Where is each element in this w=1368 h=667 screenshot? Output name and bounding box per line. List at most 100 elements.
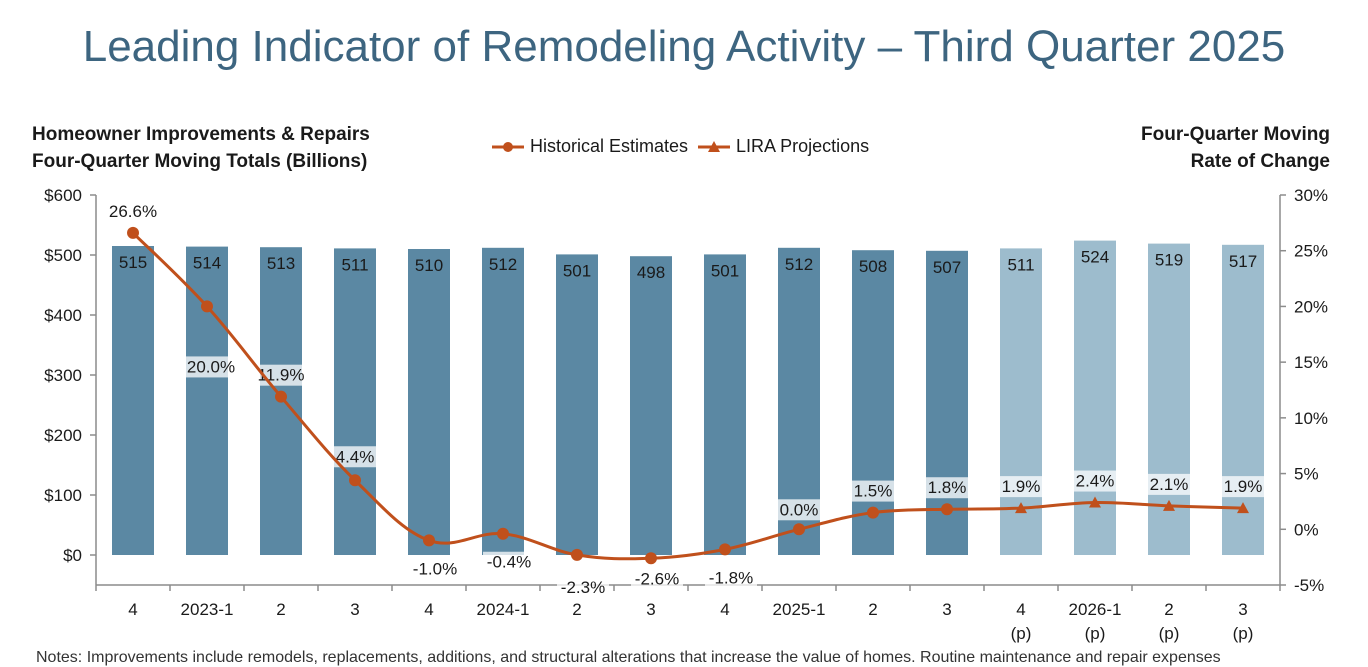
historical-data-label: 11.9% [258, 366, 305, 385]
bar-value-label: 501 [711, 261, 739, 280]
historical-point [497, 527, 509, 540]
right-tick-label: 5% [1294, 465, 1319, 484]
historical-data-label: -1.0% [413, 559, 457, 578]
x-tick-label: 2 [868, 600, 877, 619]
bar-value-label: 511 [341, 255, 368, 274]
historical-line [131, 231, 948, 561]
x-tick-label: 3 [350, 600, 359, 619]
bar-value-label: 512 [785, 255, 813, 274]
historical-point [793, 523, 805, 536]
right-tick-label: 15% [1294, 353, 1328, 372]
x-tick-label: 4 [720, 600, 729, 619]
bar [112, 246, 154, 555]
historical-data-label: 26.6% [109, 202, 157, 221]
historical-data-label: -0.4% [487, 553, 531, 572]
historical-point [201, 300, 213, 313]
legend-label-projections: LIRA Projections [736, 136, 870, 156]
historical-data-label-background [185, 356, 237, 378]
bar-value-label: 508 [859, 257, 887, 276]
x-tick-label: 2 [1164, 600, 1173, 619]
bar [1074, 240, 1116, 555]
historical-data-label-background [705, 567, 757, 589]
bar [704, 254, 746, 555]
historical-data-label: 0.0% [780, 500, 819, 519]
historical-point [423, 534, 435, 547]
legend-circle-marker-icon [492, 141, 524, 152]
bar-value-label: 512 [489, 255, 517, 274]
historical-data-label-background [925, 477, 969, 499]
projection-point [1015, 502, 1027, 514]
bar-value-label: 514 [193, 254, 221, 273]
x-tick-label: 2026-1 [1069, 600, 1122, 619]
x-tick-label: 2023-1 [181, 600, 234, 619]
bar [334, 248, 376, 555]
projection-data-label-background [1221, 476, 1265, 498]
historical-data-label: -2.6% [635, 569, 679, 588]
legend-label-historical: Historical Estimates [530, 136, 689, 156]
historical-point [349, 474, 361, 487]
bar [408, 249, 450, 555]
left-tick-label: $400 [44, 306, 82, 325]
historical-data-label: -2.3% [561, 578, 605, 597]
chart-title: Leading Indicator of Remodeling Activity… [82, 22, 1286, 71]
bar-value-label: 517 [1229, 252, 1257, 271]
x-tick-label: 2024-1 [477, 600, 530, 619]
historical-point [645, 552, 657, 565]
x-projection-marker: (p) [1159, 624, 1180, 643]
bar-value-label: 507 [933, 258, 961, 277]
bar-value-label: 513 [267, 254, 295, 273]
historical-data-label-background [631, 568, 683, 590]
historical-point [127, 226, 139, 239]
left-tick-label: $200 [44, 426, 82, 445]
historical-point [867, 506, 879, 519]
chart-notes: Notes: Improvements include remodels, re… [36, 649, 1221, 666]
right-tick-label: 0% [1294, 520, 1319, 539]
x-tick-label: 2 [276, 600, 285, 619]
right-axis-title-line1: Four-Quarter Moving [1141, 124, 1330, 145]
left-tick-label: $300 [44, 366, 82, 385]
bar [482, 247, 524, 556]
bar [852, 250, 894, 555]
historical-data-label: 1.5% [854, 482, 893, 501]
x-tick-label: 3 [1238, 600, 1247, 619]
historical-data-label-background [483, 551, 535, 573]
historical-point [571, 548, 583, 561]
left-axis-title: Homeowner Improvements & Repairs Four-Qu… [32, 121, 370, 175]
right-tick-label: 10% [1294, 409, 1328, 428]
historical-point [941, 503, 953, 516]
historical-data-label: 1.8% [928, 478, 967, 497]
x-projection-marker: (p) [1011, 624, 1032, 643]
historical-data-label: 20.0% [187, 357, 235, 376]
x-tick-label: 2 [572, 600, 581, 619]
projection-data-label: 2.1% [1150, 475, 1189, 494]
bar-value-label: 498 [637, 263, 665, 282]
projection-data-label: 2.4% [1076, 472, 1115, 491]
historical-point [275, 390, 287, 403]
right-axis-title: Four-Quarter Moving Rate of Change [1141, 121, 1330, 175]
bar-value-label: 519 [1155, 251, 1183, 270]
x-projection-marker: (p) [1233, 624, 1254, 643]
projection-data-label-background [999, 476, 1043, 498]
bar-value-label: 515 [119, 253, 147, 272]
projection-data-label-background [1073, 470, 1117, 492]
x-tick-label: 2025-1 [773, 600, 826, 619]
projection-point [1237, 502, 1249, 514]
left-axis-title-line1: Homeowner Improvements & Repairs [32, 124, 370, 145]
historical-data-label-background [777, 499, 821, 521]
historical-data-label-background [557, 576, 609, 598]
x-tick-label: 3 [942, 600, 951, 619]
left-tick-label: $0 [63, 546, 82, 565]
bar-value-label: 511 [1007, 255, 1034, 274]
right-axis-title-line2: Rate of Change [1190, 151, 1330, 172]
right-tick-label: -5% [1294, 576, 1324, 595]
historical-data-label-background [333, 446, 377, 468]
bar [630, 256, 672, 555]
x-projection-marker: (p) [1085, 624, 1106, 643]
projection-data-label-background [1147, 473, 1191, 495]
legend-item-projections: LIRA Projections [696, 136, 869, 157]
historical-data-label: -1.8% [709, 568, 753, 587]
historical-data-label-background [851, 480, 895, 502]
historical-point [719, 543, 731, 556]
legend-triangle-marker-icon [698, 140, 731, 152]
